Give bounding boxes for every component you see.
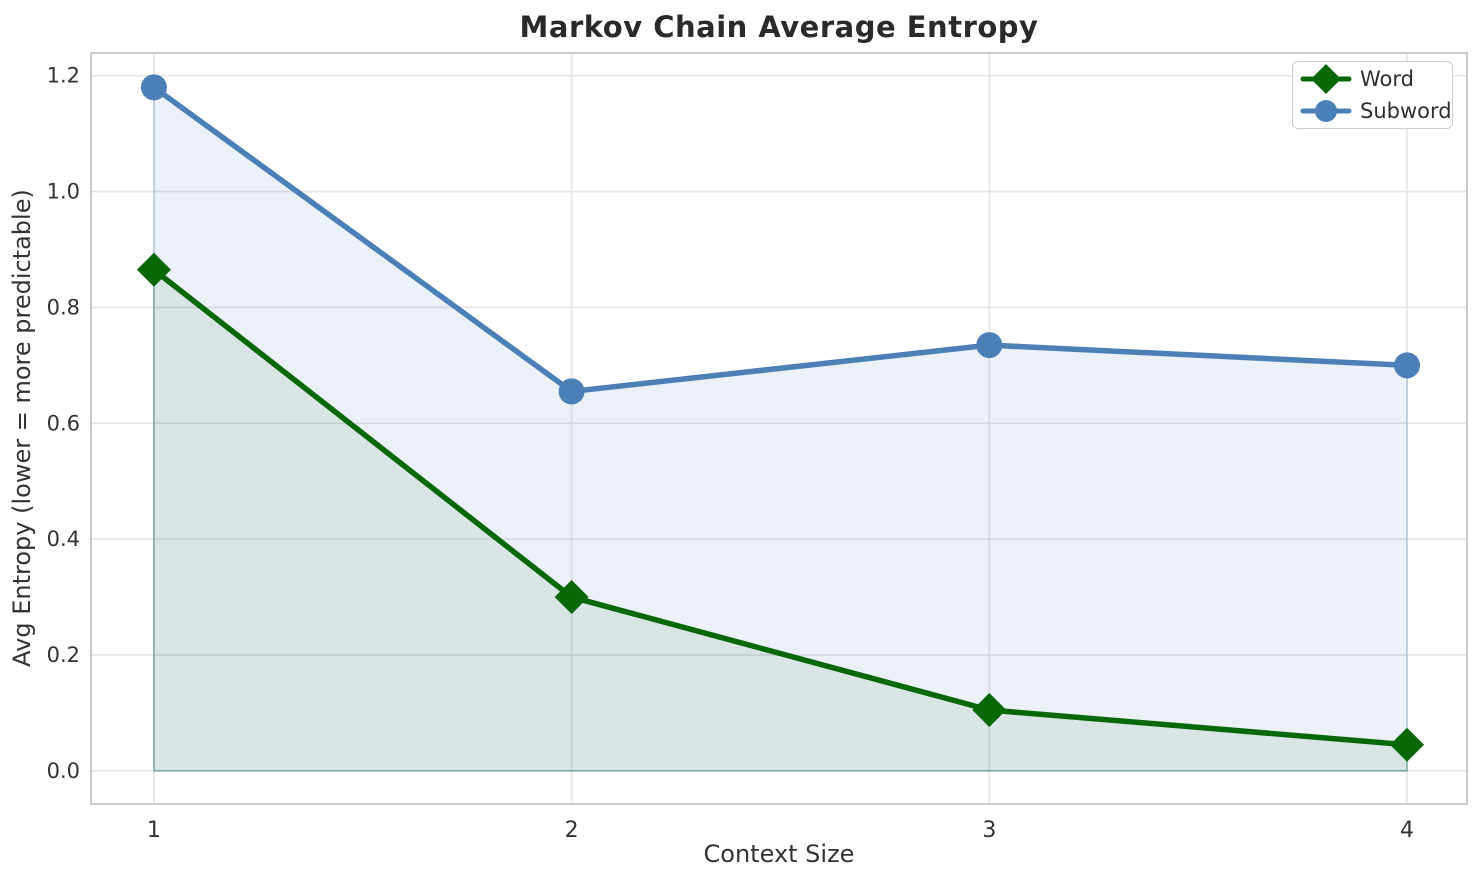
y-axis-label: Avg Entropy (lower = more predictable) [8,189,36,667]
word-marker [136,252,171,287]
subword-area [153,85,1408,772]
word-line [151,267,1410,748]
word-marker [972,693,1007,728]
word-marker [554,580,589,615]
x-tick-label: 1 [147,818,161,843]
subword-marker [976,332,1003,359]
subword-circle-marker-icon [1300,100,1352,122]
plot-border [90,52,1468,805]
x-tick-label: 3 [982,818,996,843]
subword-marker [140,74,167,101]
y-tick-label: 1.2 [47,64,80,88]
word-diamond-marker-icon [1300,64,1352,94]
legend-item-word: Word [1300,64,1452,94]
y-tick-label: 0.8 [47,295,80,319]
y-tick-label: 0.6 [47,411,80,435]
y-tick-label: 0.0 [47,759,80,783]
subword-line [151,84,1410,395]
y-tick-label: 1.0 [47,180,80,204]
x-axis-label: Context Size [703,840,855,868]
x-tick-label: 4 [1400,818,1414,843]
word-marker [1390,727,1425,762]
legend: Word Subword [1292,61,1453,129]
x-tick-label: 2 [565,818,579,843]
legend-label-subword: Subword [1360,99,1452,123]
y-tick-label: 0.2 [47,643,80,667]
legend-label-word: Word [1360,67,1414,91]
subword-marker [558,378,585,405]
legend-item-subword: Subword [1300,96,1452,126]
subword-marker [1394,352,1421,379]
chart-title: Markov Chain Average Entropy [519,10,1039,44]
y-tick-label: 0.4 [47,527,80,551]
